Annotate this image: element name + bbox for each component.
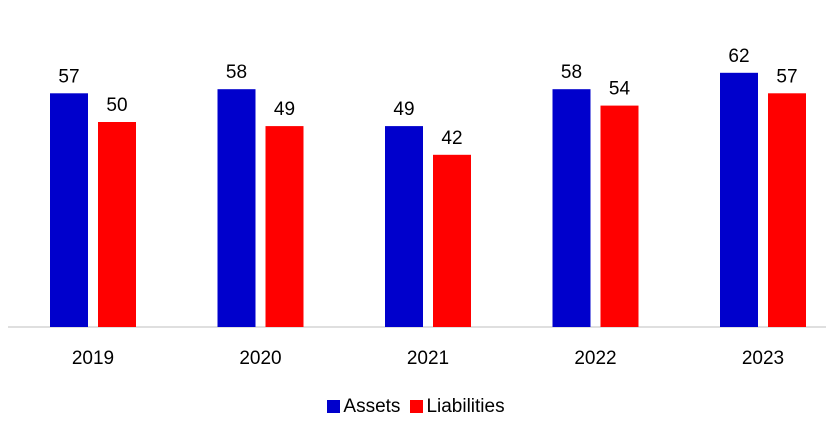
- bar-liabilities-2019: [98, 122, 136, 327]
- legend-swatch-liabilities: [410, 400, 424, 413]
- x-tick-label-2021: 2021: [407, 348, 449, 369]
- bar-assets-2020: [217, 89, 256, 327]
- data-label-assets-2020: 58: [226, 62, 247, 83]
- x-tick-label-2019: 2019: [72, 348, 114, 369]
- legend-item-liabilities: Liabilities: [410, 396, 505, 417]
- x-tick-labels-layer: 2019 2020 2021 2022 2023: [72, 348, 784, 369]
- legend-swatch-assets: [327, 400, 341, 413]
- legend-label-liabilities: Liabilities: [426, 396, 505, 417]
- x-tick-label-2020: 2020: [239, 348, 281, 369]
- x-tick-label-2023: 2023: [742, 348, 784, 369]
- data-label-liabilities-2021: 42: [441, 128, 462, 149]
- bar-assets-2019: [50, 93, 88, 327]
- data-label-assets-2022: 58: [561, 62, 582, 83]
- bar-liabilities-2022: [600, 105, 639, 327]
- legend-label-assets: Assets: [343, 396, 401, 417]
- data-label-assets-2019: 57: [58, 66, 79, 87]
- bar-assets-2021: [385, 126, 423, 327]
- bar-assets-2023: [720, 72, 758, 327]
- data-label-liabilities-2019: 50: [106, 95, 127, 116]
- data-label-assets-2023: 62: [728, 46, 749, 67]
- bar-liabilities-2020: [265, 126, 304, 327]
- data-label-liabilities-2023: 57: [776, 66, 797, 87]
- bars-layer: [50, 72, 806, 327]
- bar-assets-2022: [552, 89, 591, 327]
- data-label-liabilities-2020: 49: [274, 99, 295, 120]
- bar-liabilities-2021: [433, 154, 471, 327]
- data-labels-layer: 57 50 58 49 49 42 58 54 62 57: [58, 46, 797, 149]
- legend: Assets Liabilities: [0, 396, 832, 417]
- data-label-assets-2021: 49: [393, 99, 414, 120]
- bar-liabilities-2023: [768, 93, 806, 327]
- x-tick-label-2022: 2022: [574, 348, 616, 369]
- legend-item-assets: Assets: [327, 396, 400, 417]
- data-label-liabilities-2022: 54: [609, 79, 631, 100]
